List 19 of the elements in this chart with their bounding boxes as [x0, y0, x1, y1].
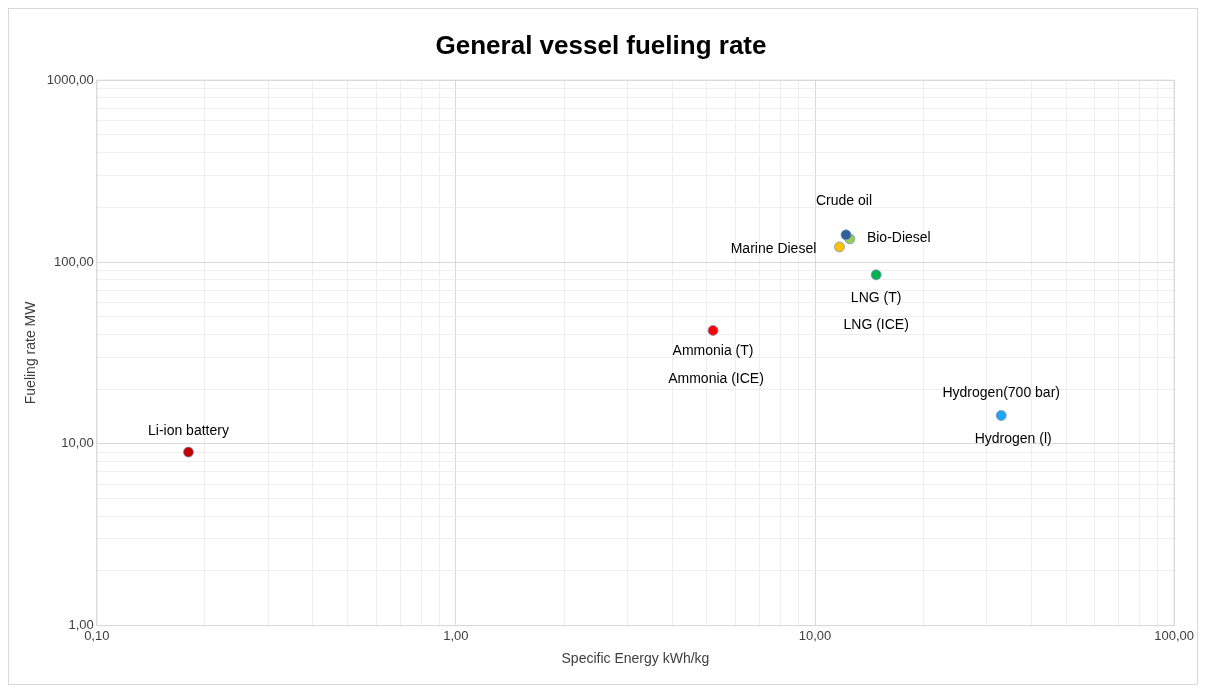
chart-title: General vessel fueling rate: [435, 29, 767, 60]
annotation: LNG (ICE): [843, 315, 909, 332]
x-tick-label: 10,00: [798, 627, 832, 643]
series-label: Li-ion battery: [147, 421, 229, 438]
y-tick-label: 1000,00: [46, 71, 94, 87]
series-label: Hydrogen(700 bar): [942, 384, 1060, 401]
x-tick-label: 1,00: [443, 627, 469, 643]
y-tick-label: 100,00: [54, 253, 94, 269]
x-axis-title: Specific Energy kWh/kg: [561, 650, 710, 667]
y-tick-label: 10,00: [61, 435, 94, 451]
series-label: Marine Diesel: [730, 239, 817, 256]
annotation: Ammonia (ICE): [668, 370, 764, 387]
y-axis-title: Fueling rate MW: [22, 300, 39, 405]
series-label: LNG (T): [850, 288, 902, 305]
series-label: Ammonia (T): [672, 342, 754, 359]
x-tick-label: 100,00: [1154, 627, 1194, 643]
annotation: Hydrogen (l): [974, 430, 1052, 447]
text: Crude oil: [816, 191, 873, 208]
series-label: Bio-Diesel: [866, 228, 931, 245]
